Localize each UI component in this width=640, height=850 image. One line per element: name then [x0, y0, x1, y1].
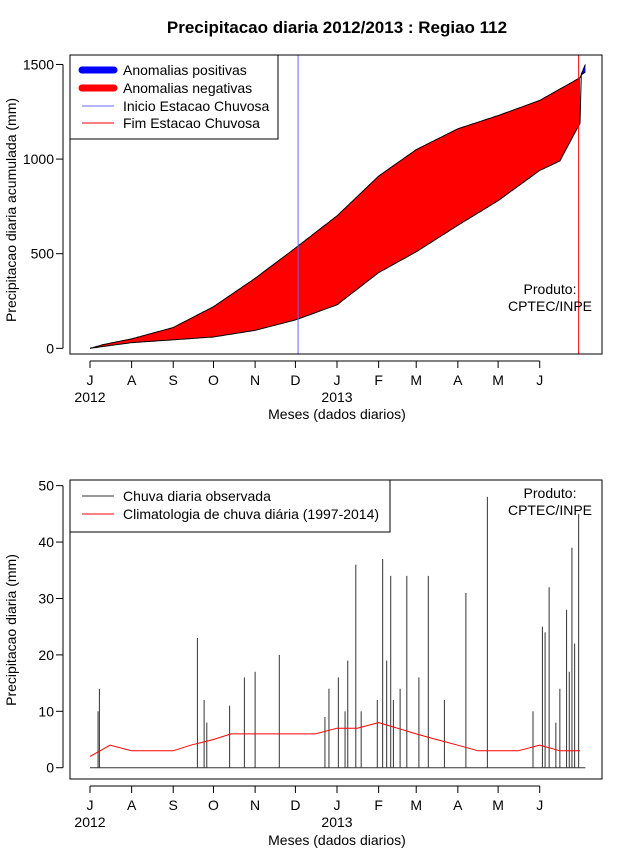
- accumulated-lines: [89, 64, 586, 349]
- bottom-x-label: Meses (dados diarios): [268, 832, 406, 848]
- top-annotation-line1: Produto:: [524, 281, 577, 297]
- legend-label-climatology: Climatologia de chuva diária (1997-2014): [123, 506, 379, 522]
- y-tick-label: 10: [38, 703, 54, 719]
- bottom-legend-box: [69, 479, 391, 533]
- x-tick-label: O: [208, 372, 219, 388]
- x-tick-label: O: [208, 797, 219, 813]
- rainy-season-lines: [297, 55, 580, 354]
- top-y-axis: 0 500 1000 1500: [23, 56, 64, 356]
- x-tick-label: M: [410, 372, 422, 388]
- x-tick-label: M: [410, 797, 422, 813]
- climatology-line-group: [89, 722, 580, 757]
- bottom-y-axis: 0 10 20 30 40 50: [38, 478, 64, 776]
- top-plot-frame: [69, 54, 603, 355]
- observed-accumulated-line: [89, 64, 586, 349]
- y-tick-label: 1500: [23, 56, 54, 72]
- x-tick-label: D: [290, 797, 300, 813]
- year-label: 2013: [321, 814, 352, 830]
- x-tick-label: M: [492, 372, 504, 388]
- x-tick-label: A: [453, 372, 463, 388]
- x-tick-label: S: [169, 797, 178, 813]
- y-tick-label: 20: [38, 647, 54, 663]
- observed-rain-bars: [90, 496, 586, 769]
- year-label: 2012: [74, 814, 105, 830]
- x-tick-label: D: [290, 372, 300, 388]
- y-tick-label: 500: [31, 246, 55, 262]
- x-tick-label: A: [127, 372, 137, 388]
- x-tick-label: F: [374, 372, 383, 388]
- climatology-daily-line: [89, 722, 580, 757]
- x-tick-label: J: [87, 372, 94, 388]
- x-tick-label: A: [453, 797, 463, 813]
- x-tick-label: N: [250, 797, 260, 813]
- y-tick-label: 1000: [23, 151, 54, 167]
- top-y-label: Precipitacao diaria acumulada (mm): [3, 98, 19, 322]
- y-tick-label: 0: [46, 340, 54, 356]
- legend-label-negative: Anomalias negativas: [123, 80, 252, 96]
- chart-title: Precipitacao diaria 2012/2013 : Regiao 1…: [167, 18, 507, 37]
- y-tick-label: 50: [38, 478, 54, 494]
- x-tick-label: J: [87, 797, 94, 813]
- x-tick-label: J: [536, 372, 543, 388]
- top-legend: Anomalias positivas Anomalias negativas …: [69, 54, 279, 140]
- y-tick-label: 30: [38, 590, 54, 606]
- legend-label-positive: Anomalias positivas: [123, 62, 247, 78]
- x-tick-label: F: [374, 797, 383, 813]
- x-tick-label: S: [169, 372, 178, 388]
- bottom-legend: Chuva diaria observada Climatologia de c…: [69, 479, 391, 533]
- x-tick-label: J: [334, 797, 341, 813]
- bottom-y-label: Precipitacao diaria (mm): [3, 554, 19, 706]
- x-tick-label: J: [536, 797, 543, 813]
- x-tick-label: A: [127, 797, 137, 813]
- legend-label-start: Inicio Estacao Chuvosa: [123, 98, 270, 114]
- x-tick-label: J: [334, 372, 341, 388]
- year-label: 2013: [321, 389, 352, 405]
- bottom-annotation-line1: Produto:: [524, 485, 577, 501]
- negative-anomaly-polygon: [90, 77, 580, 349]
- legend-label-observed: Chuva diaria observada: [123, 488, 271, 504]
- y-tick-label: 0: [46, 760, 54, 776]
- year-label: 2012: [74, 389, 105, 405]
- bottom-annotation-line2: CPTEC/INPE: [508, 502, 592, 518]
- y-tick-label: 40: [38, 534, 54, 550]
- legend-label-end: Fim Estacao Chuvosa: [123, 115, 260, 131]
- top-x-label: Meses (dados diarios): [268, 406, 406, 422]
- x-tick-label: M: [492, 797, 504, 813]
- x-tick-label: N: [250, 372, 260, 388]
- top-annotation-line2: CPTEC/INPE: [508, 298, 592, 314]
- negative-anomaly-area: [90, 77, 580, 349]
- climatology-accumulated-line: [89, 71, 586, 349]
